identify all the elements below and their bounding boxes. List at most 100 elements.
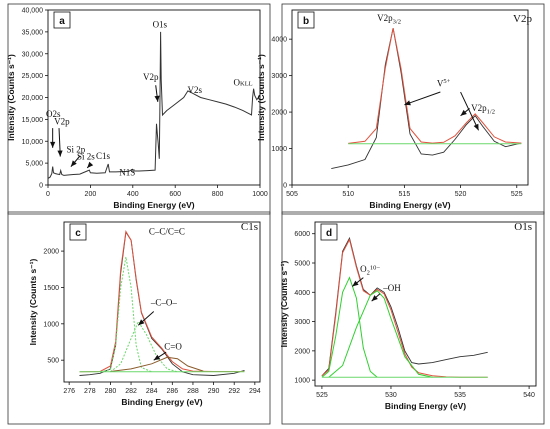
- co-arrowhead: [153, 354, 161, 361]
- y-tick-label: 500: [47, 358, 59, 365]
- y-tick-label: 3000: [294, 319, 310, 326]
- series-c-c-c-c-line: [99, 256, 152, 373]
- panel-a: 0 200 400 600 800 1000 0 5,000 10,000 15,000 20,00…: [6, 3, 271, 215]
- annotation-main: V2p: [377, 13, 393, 23]
- annotation: V2p: [143, 72, 159, 82]
- annotation: C1s: [96, 151, 111, 161]
- y-tick-label: 4000: [271, 37, 287, 44]
- y-axis-label: Intensity (Counts s⁻¹): [279, 261, 289, 348]
- x-tick-label: 200: [85, 191, 97, 198]
- x-tick-label: 535: [454, 392, 466, 399]
- annotation-sub: 2: [367, 269, 370, 276]
- annotation: V2p3/2: [377, 13, 401, 26]
- y-tick-label: 1000: [271, 146, 287, 153]
- y-tick-label: 40,000: [22, 8, 44, 15]
- v5-right-arrowhead: [473, 123, 479, 131]
- x-tick-label: 525: [316, 392, 328, 399]
- y-tick-label: 4000: [294, 290, 310, 297]
- panel-label: c: [75, 228, 81, 239]
- annotation-okll: OKLL: [234, 77, 253, 87]
- series-fit-line: [348, 28, 522, 144]
- series-spectrum-line: [47, 31, 261, 179]
- annotation: V2p: [54, 117, 70, 127]
- y-tick-label: 2000: [43, 249, 59, 256]
- y-tick-label: 30,000: [22, 51, 44, 58]
- panel-label: d: [326, 228, 332, 239]
- y-tick-label: 5000: [294, 261, 310, 268]
- annotation-main: V2p: [471, 103, 487, 113]
- annotation: V5+: [437, 78, 451, 89]
- v5-left-arrowhead: [404, 100, 411, 106]
- x-tick-label: 284: [146, 388, 158, 395]
- plot-area: [63, 221, 261, 383]
- panel-label-box: [53, 11, 71, 29]
- annotation: –C–O–: [150, 298, 178, 308]
- x-tick-label: 600: [169, 191, 181, 198]
- panel-label-box: [320, 223, 338, 241]
- series--oh-line: [328, 290, 433, 378]
- x-tick-label: 1000: [252, 191, 268, 198]
- x-tick-label: 520: [455, 191, 467, 198]
- x-axis-label: Binding Energy (eV): [113, 200, 194, 210]
- y-tick-label: 2000: [294, 348, 310, 355]
- y-tick-label: 6000: [294, 231, 310, 238]
- series--c-o--line: [110, 320, 178, 373]
- v5-right-arrow: [460, 91, 480, 131]
- plot-area: [314, 221, 537, 387]
- series-o2-10--line: [321, 276, 378, 378]
- series-c-o-line: [110, 356, 204, 372]
- panel-label: a: [59, 16, 65, 27]
- okll-sub: KLL: [240, 80, 253, 87]
- x-axis-label: Binding Energy (eV): [385, 401, 466, 411]
- y-axis-label: Intensity (Counts s⁻¹): [28, 259, 38, 346]
- y-tick-label: 20,000: [22, 95, 44, 102]
- v2p-low-arrowhead: [57, 150, 63, 157]
- x-tick-label: 280: [105, 388, 117, 395]
- panel-title: V2p: [513, 13, 532, 25]
- series-raw-line: [331, 28, 522, 170]
- annotation-main: O: [360, 264, 367, 274]
- si2p-arrowhead: [70, 160, 77, 167]
- panel-label-box: [297, 11, 315, 29]
- plot-area: [291, 9, 529, 186]
- annotation: Si 2p: [66, 145, 85, 155]
- y-tick-label: 15,000: [22, 117, 44, 124]
- cco-arrowhead: [138, 319, 145, 326]
- panel-b: 505 510 515 520 525 0 1000 2000 3000 4000 Binding …: [256, 3, 545, 215]
- series-fit-line: [79, 230, 245, 373]
- oh-arrowhead: [371, 295, 378, 302]
- y-axis-label: Intensity (Counts s⁻¹): [256, 54, 266, 141]
- o2s-arrowhead: [50, 141, 56, 148]
- x-tick-label: 290: [208, 388, 220, 395]
- y-tick-label: 0: [283, 183, 287, 190]
- panel-frame: [7, 3, 271, 215]
- annotation: –OH: [382, 283, 401, 293]
- y-tick-label: 10,000: [22, 139, 44, 146]
- x-tick-label: 286: [166, 388, 178, 395]
- x-axis-label: Binding Energy (eV): [369, 200, 450, 210]
- x-axis-label: Binding Energy (eV): [121, 397, 202, 407]
- y-tick-label: 3000: [271, 73, 287, 80]
- y-tick-label: 1000: [294, 378, 310, 385]
- x-tick-label: 510: [342, 191, 354, 198]
- v5-left-arrow: [404, 91, 441, 106]
- x-tick-label: 0: [46, 191, 50, 198]
- y-tick-label: 5,000: [25, 161, 43, 168]
- x-tick-label: 400: [127, 191, 139, 198]
- panel-d: 525 530 535 540 1000 2000 3000 4000 5000 6000 Bind…: [279, 211, 545, 425]
- panel-label: b: [303, 16, 309, 27]
- x-tick-label: 515: [399, 191, 411, 198]
- annotation: O1s: [153, 20, 168, 30]
- v2p-main-arrowhead: [154, 95, 160, 102]
- annotation: N1S: [119, 168, 135, 178]
- panel-frame: [7, 211, 271, 425]
- series-raw-line: [321, 236, 488, 377]
- annotation: C=O: [164, 341, 182, 351]
- panel-title: C1s: [241, 221, 258, 233]
- panel-label-box: [69, 223, 87, 241]
- o2-arrowhead: [352, 280, 359, 287]
- panel-frame: [281, 211, 545, 425]
- x-tick-label: 276: [63, 388, 75, 395]
- si2s-arrowhead: [87, 161, 94, 168]
